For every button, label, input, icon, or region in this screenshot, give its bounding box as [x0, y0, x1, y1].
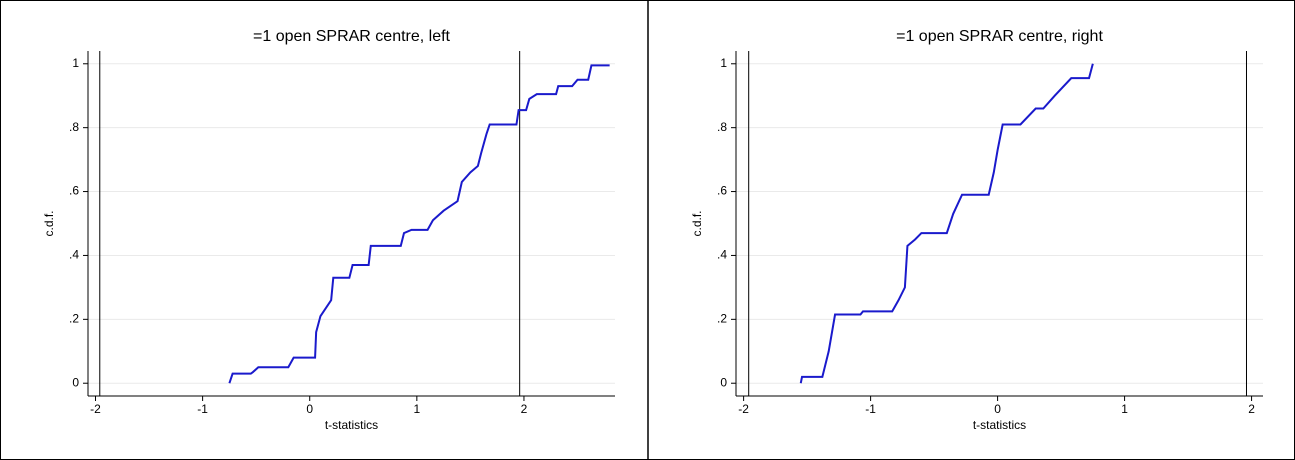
x-axis-label: t-statistics [325, 418, 378, 432]
x-tick-label: 2 [1248, 402, 1255, 416]
x-tick-label: 1 [413, 402, 420, 416]
y-tick-label: .6 [69, 184, 79, 198]
cdf-line [228, 64, 610, 384]
x-tick-label: -1 [197, 402, 208, 416]
x-tick-label: 0 [994, 402, 1001, 416]
y-tick-label: .8 [717, 120, 727, 134]
y-tick-label: .2 [717, 312, 727, 326]
y-tick-label: 0 [720, 375, 727, 389]
x-tick-label: 1 [1121, 402, 1128, 416]
x-tick-label: 2 [521, 402, 528, 416]
y-tick-label: 1 [72, 56, 79, 70]
y-tick-label: .6 [717, 184, 727, 198]
y-tick-label: .4 [717, 248, 727, 262]
x-tick-label: -1 [865, 402, 876, 416]
y-tick-label: .4 [69, 248, 79, 262]
y-tick-label: 1 [720, 56, 727, 70]
x-tick-label: -2 [738, 402, 749, 416]
y-tick-label: .2 [69, 312, 79, 326]
chart-title: =1 open SPRAR centre, right [896, 28, 1103, 45]
chart-title: =1 open SPRAR centre, left [253, 28, 451, 45]
y-axis-label: c.d.f. [690, 210, 704, 236]
y-tick-label: 0 [72, 375, 79, 389]
x-tick-label: -2 [90, 402, 101, 416]
x-tick-label: 0 [306, 402, 313, 416]
x-axis-label: t-statistics [973, 418, 1026, 432]
cdf-line [799, 63, 1094, 384]
y-axis-label: c.d.f. [42, 210, 56, 236]
y-tick-label: .8 [69, 120, 79, 134]
